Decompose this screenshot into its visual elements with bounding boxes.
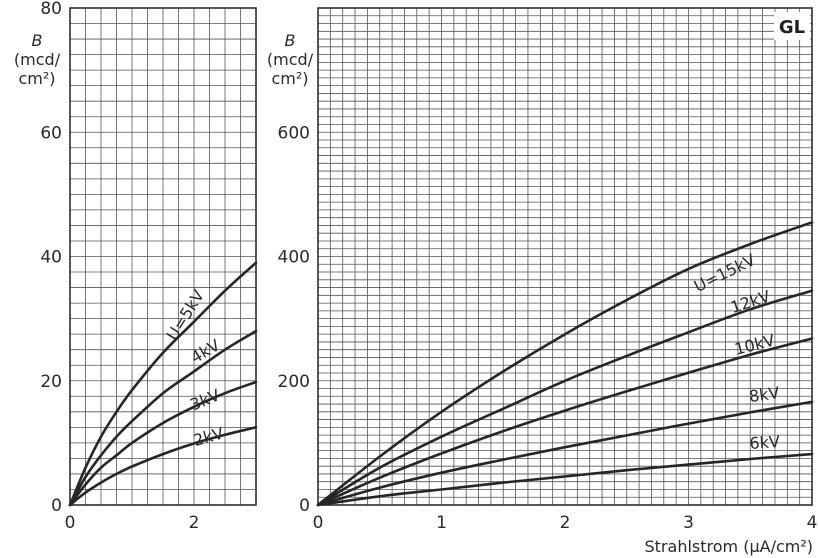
- x-tick-label: 0: [313, 513, 324, 533]
- y-axis-label: B: [32, 31, 43, 50]
- right-chart-panel: 0 200 400 600 0 1 2 3 4 B(mcd/cm²) Strahlstrom (µA…: [267, 7, 818, 556]
- panel-badge: GL: [779, 17, 805, 38]
- x-tick-label: 0: [65, 513, 76, 533]
- y-tick-label: 400: [278, 248, 310, 268]
- x-axis-label: Strahlstrom (µA/cm²): [645, 537, 814, 556]
- series-line-3kv: [68, 380, 258, 507]
- y-tick-label: 40: [40, 248, 62, 268]
- x-tick-label: 1: [436, 513, 447, 533]
- series-line-u15kv: [316, 221, 814, 507]
- series-line-u5kv: [68, 261, 258, 507]
- x-tick-label: 4: [807, 513, 818, 533]
- series-label: 6kV: [749, 432, 781, 453]
- series-line-8kv: [316, 400, 814, 507]
- series-line-2kv: [68, 426, 258, 507]
- x-tick-label: 2: [560, 513, 571, 533]
- y-axis-label: (mcd/: [267, 50, 314, 69]
- y-tick-label: 200: [278, 372, 310, 392]
- y-axis-label: B: [285, 31, 296, 50]
- series-line-12kv: [316, 289, 814, 507]
- y-axis-label: (mcd/: [14, 50, 61, 69]
- series-line-6kv: [316, 452, 814, 507]
- right-grid: [317, 7, 813, 506]
- y-axis-label: cm²): [18, 69, 55, 88]
- series-line-10kv: [316, 337, 814, 507]
- left-plot-frame: [69, 7, 257, 506]
- left-grid: [69, 7, 257, 506]
- y-tick-label: 0: [51, 496, 62, 516]
- x-tick-label: 3: [683, 513, 694, 533]
- y-axis-label: cm²): [271, 69, 308, 88]
- y-tick-label: 20: [40, 372, 62, 392]
- series-label: 8kV: [748, 383, 781, 406]
- y-tick-label: 60: [40, 123, 62, 143]
- y-tick-label: 600: [278, 123, 310, 143]
- series-line-4kv: [68, 329, 258, 507]
- series-label: 3kV: [187, 385, 222, 414]
- x-tick-label: 2: [189, 513, 200, 533]
- y-tick-label: 80: [40, 0, 62, 19]
- badge-background: [774, 12, 810, 40]
- y-tick-label: 0: [299, 496, 310, 516]
- right-plot-frame: [317, 7, 813, 506]
